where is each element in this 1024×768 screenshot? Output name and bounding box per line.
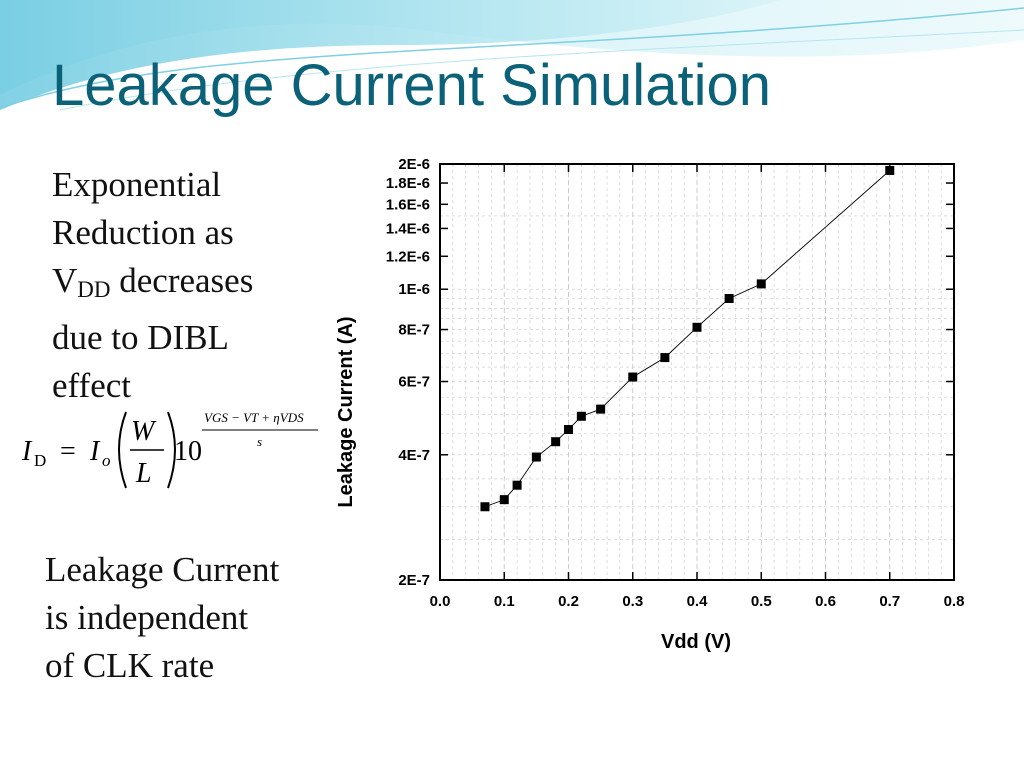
- header-wave-main: [0, 0, 780, 110]
- text-line: VDD decreases: [52, 257, 253, 314]
- y-tick-label: 8E-7: [398, 322, 430, 339]
- data-point: [499, 495, 509, 505]
- vdd-subscript: DD: [77, 277, 111, 302]
- header-wave-line: [0, 7, 1024, 109]
- text-line: of CLK rate: [45, 646, 215, 685]
- series-line: [484, 170, 891, 508]
- chart-panel: 0.0 0.1 0.2 0.3 0.4 0.5 0.6 0.7 0.8 2E-7 4E-7 6E-7 8…: [324, 154, 984, 654]
- text-line: Reduction as: [52, 213, 234, 252]
- slide-title: Leakage Current Simulation: [52, 53, 771, 118]
- y-tick-label: 1.6E-6: [386, 196, 430, 213]
- y-tick-label: 1.8E-6: [386, 175, 430, 192]
- data-point: [692, 322, 702, 332]
- clk-description: Leakage Current is independent of CLK ra…: [45, 546, 279, 690]
- data-point: [724, 293, 734, 303]
- formula-exponent: VGS − VT + ηVDS: [204, 410, 304, 425]
- text-line: Exponential: [52, 165, 222, 204]
- dibl-description: Exponential Reduction as VDD decreases d…: [52, 161, 253, 410]
- data-point: [596, 404, 606, 414]
- text-fragment: decreases: [110, 261, 254, 300]
- y-tick-label: 1.4E-6: [386, 220, 430, 237]
- x-tick-label: 0.1: [494, 593, 515, 610]
- x-tick-label: 0.8: [944, 593, 965, 610]
- y-tick-label: 2E-7: [398, 572, 430, 589]
- data-point: [628, 372, 638, 382]
- formula-base: 10: [174, 436, 202, 467]
- formula-exponent-denominator: s: [257, 434, 262, 449]
- formula-io: I: [89, 436, 101, 467]
- data-point: [564, 425, 573, 435]
- text-line: Leakage Current: [45, 550, 280, 589]
- leakage-current-chart: 0.0 0.1 0.2 0.3 0.4 0.5 0.6 0.7 0.8 2E-7 4E-7 6E-7 8…: [324, 154, 984, 654]
- text-line: due to DIBL: [52, 318, 229, 357]
- text-line: is independent: [45, 598, 249, 637]
- left-paren: [118, 411, 127, 489]
- y-tick-label: 4E-7: [398, 447, 430, 464]
- data-point: [576, 411, 586, 421]
- formula-id-sub: D: [34, 451, 46, 470]
- y-tick-label: 1.2E-6: [386, 248, 430, 265]
- data-point: [551, 437, 561, 447]
- vdd-symbol: V: [52, 261, 78, 300]
- leakage-formula: I D = I o W L 10 VGS − VT + ηVDS s: [21, 410, 318, 489]
- right-paren: [167, 411, 176, 489]
- x-tick-label: 0.0: [430, 593, 451, 610]
- x-tick-label: 0.4: [687, 593, 709, 610]
- data-point: [480, 502, 490, 512]
- y-axis-title: Leakage Current (A): [335, 316, 357, 507]
- x-tick-label: 0.7: [879, 593, 900, 610]
- data-point: [756, 279, 766, 289]
- y-tick-label: 6E-7: [398, 374, 430, 391]
- x-tick-label: 0.3: [622, 593, 643, 610]
- formula-equals: =: [60, 436, 76, 467]
- formula-id: I: [21, 436, 33, 467]
- x-tick-label: 0.6: [815, 593, 836, 610]
- data-point: [660, 353, 670, 363]
- formula-denominator: L: [135, 458, 152, 489]
- formula-io-sub: o: [102, 451, 111, 470]
- text-line: effect: [52, 366, 132, 405]
- y-tick-label: 2E-6: [398, 156, 430, 173]
- data-point: [531, 452, 541, 462]
- y-tick-label: 1E-6: [398, 281, 430, 298]
- data-point: [512, 480, 522, 490]
- x-axis-title: Vdd (V): [661, 631, 731, 653]
- x-tick-label: 0.2: [558, 593, 579, 610]
- header-wave-line-2: [59, 29, 1024, 111]
- chart-background: [324, 154, 984, 654]
- formula-numerator: W: [131, 416, 157, 447]
- x-tick-label: 0.5: [751, 593, 772, 610]
- series-line-layer: [484, 170, 891, 508]
- ticks: 0.0 0.1 0.2 0.3 0.4 0.5 0.6 0.7 0.8 2E-7 4E-7 6E-7 8…: [386, 156, 965, 610]
